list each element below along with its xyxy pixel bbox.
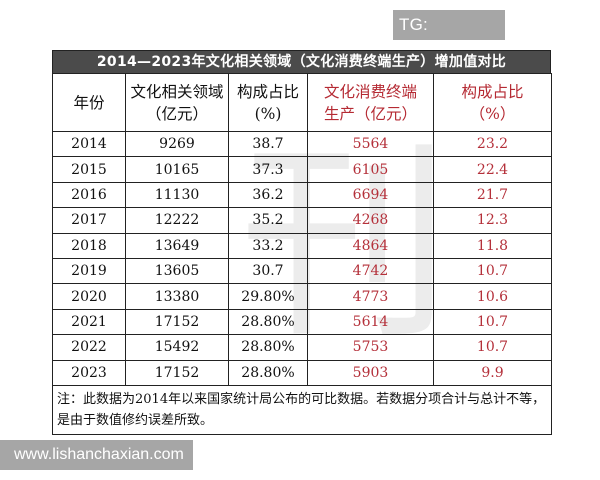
cell-related: 11130	[125, 181, 229, 209]
cell-consumer-share: 22.4	[433, 156, 552, 183]
cell-related: 13605	[125, 257, 229, 285]
header-consumer-value: 文化消费终端 生产（亿元）	[307, 73, 434, 132]
table-row: 2017 12222 35.2 4268 12.3	[52, 207, 552, 234]
table-row: 2020 13380 29.80% 4773 10.6	[52, 283, 552, 310]
cell-consumer-share: 10.6	[433, 283, 552, 310]
cell-related-share: 29.80%	[228, 283, 308, 310]
cell-consumer-share: 10.7	[433, 334, 552, 361]
cell-related-share: 36.2	[228, 181, 308, 209]
cell-consumer: 6694	[307, 181, 434, 209]
table-row: 2019 13605 30.7 4742 10.7	[52, 257, 552, 285]
cell-year: 2017	[52, 207, 126, 234]
cell-year: 2014	[52, 130, 126, 158]
table-row: 2014 9269 38.7 5564 23.2	[52, 130, 552, 158]
cell-consumer: 5903	[307, 359, 434, 386]
cell-consumer: 4742	[307, 257, 434, 285]
cell-consumer: 4773	[307, 283, 434, 310]
table-note: 注：此数据为2014年以来国家统计局公布的可比数据。若数据分项合计与总计不等，是…	[52, 384, 552, 435]
cell-consumer: 5614	[307, 308, 434, 336]
cell-consumer-share: 11.8	[433, 232, 552, 259]
note-row: 注：此数据为2014年以来国家统计局公布的可比数据。若数据分项合计与总计不等，是…	[52, 384, 552, 435]
cell-year: 2016	[52, 181, 126, 209]
cell-consumer-share: 10.7	[433, 257, 552, 285]
cell-year: 2020	[52, 283, 126, 310]
cell-year: 2021	[52, 308, 126, 336]
cell-year: 2022	[52, 334, 126, 361]
data-table-container: 2014—2023年文化相关领域（文化消费终端生产）增加值对比 年份 文化相关领…	[52, 50, 552, 435]
cell-year: 2015	[52, 156, 126, 183]
cell-related-share: 28.80%	[228, 308, 308, 336]
header-related-value: 文化相关领域 （亿元）	[125, 73, 229, 132]
cell-consumer: 4268	[307, 207, 434, 234]
cell-consumer-share: 10.7	[433, 308, 552, 336]
watermark-top: TG: MYYJJPP	[393, 10, 505, 64]
cell-related: 17152	[125, 308, 229, 336]
table-title: 2014—2023年文化相关领域（文化消费终端生产）增加值对比	[52, 50, 551, 73]
table-row: 2022 15492 28.80% 5753 10.7	[52, 334, 552, 361]
cell-related-share: 37.3	[228, 156, 308, 183]
cell-year: 2019	[52, 257, 126, 285]
cell-consumer: 5753	[307, 334, 434, 361]
table-row: 2015 10165 37.3 6105 22.4	[52, 156, 552, 183]
header-year: 年份	[52, 73, 126, 132]
cell-related: 17152	[125, 359, 229, 386]
cell-related-share: 30.7	[228, 257, 308, 285]
cell-consumer: 5564	[307, 130, 434, 158]
cell-consumer-share: 9.9	[433, 359, 552, 386]
cell-related: 13380	[125, 283, 229, 310]
cell-year: 2018	[52, 232, 126, 259]
header-consumer-share: 构成占比 （%）	[433, 73, 552, 132]
cell-consumer-share: 23.2	[433, 130, 552, 158]
cell-consumer-share: 21.7	[433, 181, 552, 209]
cell-related-share: 38.7	[228, 130, 308, 158]
cell-related: 10165	[125, 156, 229, 183]
table-row: 2016 11130 36.2 6694 21.7	[52, 181, 552, 209]
cell-consumer: 6105	[307, 156, 434, 183]
table-row: 2018 13649 33.2 4864 11.8	[52, 232, 552, 259]
cell-consumer: 4864	[307, 232, 434, 259]
cell-related-share: 33.2	[228, 232, 308, 259]
cell-consumer-share: 12.3	[433, 207, 552, 234]
cell-related-share: 35.2	[228, 207, 308, 234]
cell-related: 9269	[125, 130, 229, 158]
cell-related: 13649	[125, 232, 229, 259]
cell-year: 2023	[52, 359, 126, 386]
cell-related: 15492	[125, 334, 229, 361]
header-row: 年份 文化相关领域 （亿元） 构成占比 (%) 文化消费终端 生产（亿元） 构成占比（…	[52, 73, 552, 132]
cell-related-share: 28.80%	[228, 334, 308, 361]
header-related-share: 构成占比 (%)	[228, 73, 308, 132]
watermark-bottom: www.lishanchaxian.com	[0, 440, 193, 470]
table-row: 2023 17152 28.80% 5903 9.9	[52, 359, 552, 386]
value-added-table: 年份 文化相关领域 （亿元） 构成占比 (%) 文化消费终端 生产（亿元） 构成占比（…	[52, 73, 552, 435]
cell-related: 12222	[125, 207, 229, 234]
table-row: 2021 17152 28.80% 5614 10.7	[52, 308, 552, 336]
cell-related-share: 28.80%	[228, 359, 308, 386]
